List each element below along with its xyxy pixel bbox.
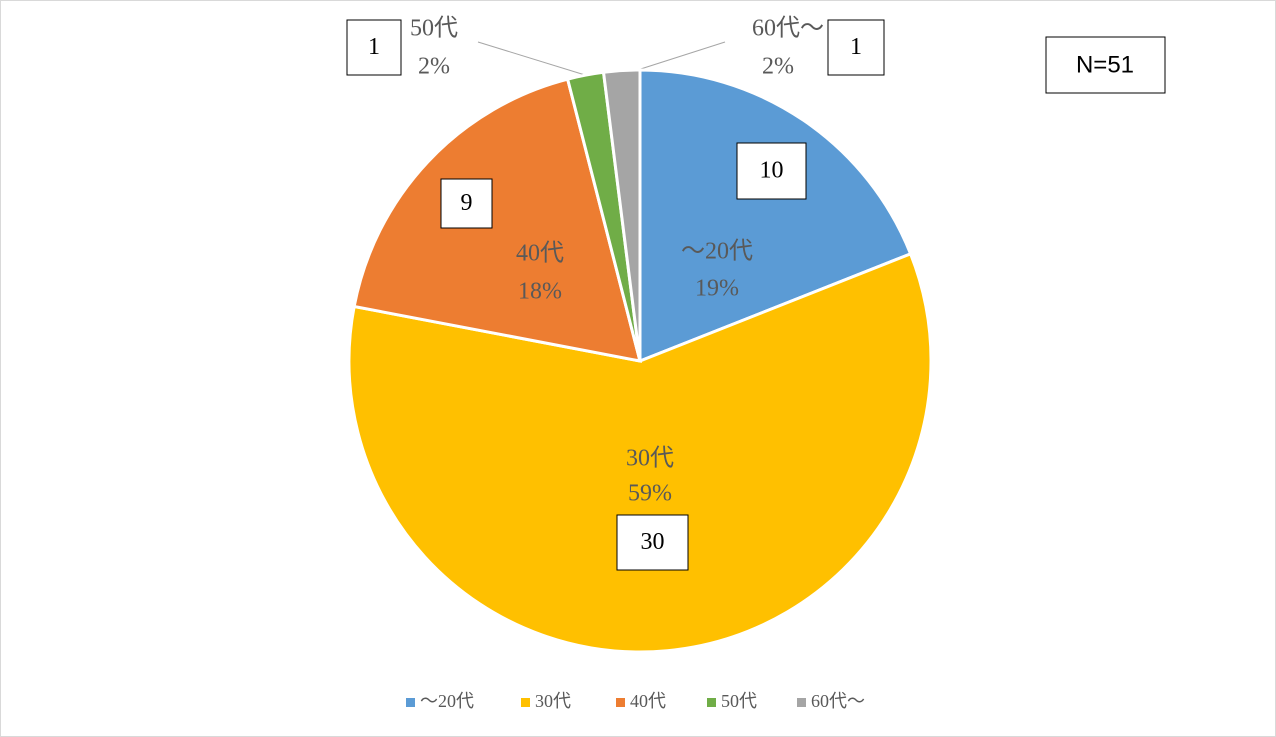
legend-label: 〜20代 (420, 691, 474, 711)
slice-percent-label: 18% (518, 279, 562, 305)
legend-marker (616, 698, 625, 707)
slice-percent-label: 59% (628, 481, 672, 507)
count-label: 9 (461, 190, 473, 216)
slice-category-label: 50代 (410, 15, 458, 42)
count-box (736, 142, 807, 200)
note-box (1045, 36, 1166, 94)
count-box (616, 514, 689, 571)
legend-label: 30代 (535, 691, 571, 711)
count-box (346, 19, 402, 76)
slice-category-label: 40代 (516, 240, 564, 267)
legend-marker (797, 698, 806, 707)
annotation: N=51 (1076, 51, 1134, 78)
leader-line (477, 41, 586, 76)
pie-slice (601, 68, 642, 362)
legend-marker (521, 698, 530, 707)
slice-percent-label: 19% (695, 276, 739, 302)
pie-slice (638, 68, 913, 364)
pie-slice (347, 251, 933, 654)
count-label: 1 (368, 34, 380, 60)
slice-percent-label: 2% (418, 54, 450, 80)
legend-marker (406, 698, 415, 707)
legend-label: 40代 (630, 691, 666, 711)
pie-slice (352, 77, 643, 363)
count-label: 1 (850, 34, 862, 60)
slice-category-label: 60代〜 (752, 15, 824, 42)
count-box (827, 19, 885, 76)
slice-category-label: 〜20代 (681, 238, 753, 265)
legend-label: 60代〜 (811, 691, 865, 711)
legend-label: 50代 (721, 691, 757, 711)
legend-marker (707, 698, 716, 707)
count-box (440, 178, 493, 229)
count-label: 30 (641, 529, 665, 555)
slice-category-label: 30代 (626, 445, 674, 472)
slice-percent-label: 2% (762, 54, 794, 80)
count-label: 10 (760, 158, 784, 184)
